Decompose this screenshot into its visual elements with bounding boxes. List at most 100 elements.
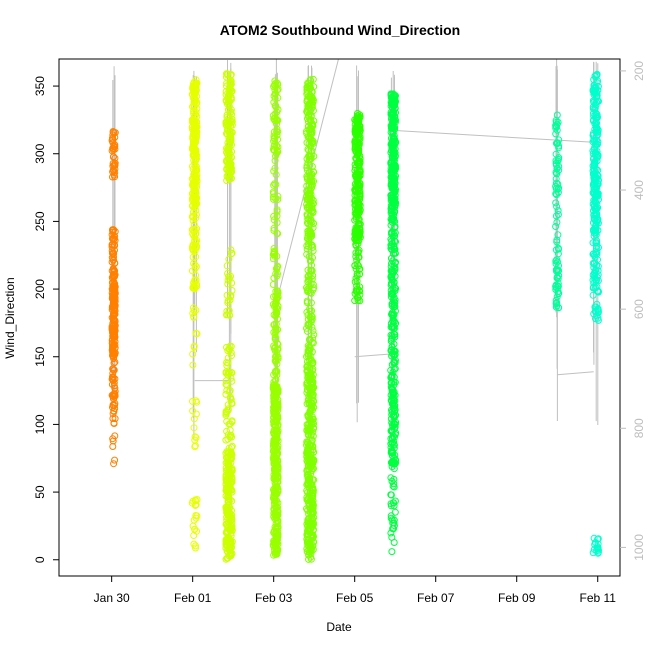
data-point [389,324,396,332]
data-point [309,327,317,335]
data-point [355,253,363,261]
data-point [188,226,196,234]
data-point [304,533,312,541]
data-point [189,212,197,220]
data-point [552,281,560,289]
y-tick-label: 200 [33,279,47,299]
data-point [391,218,399,226]
data-points [108,70,602,563]
data-point [304,350,312,358]
data-point [108,241,116,248]
data-point [389,97,397,105]
data-point [223,111,231,119]
data-point [552,161,560,169]
data-point [391,125,399,133]
data-point [109,293,117,301]
data-point [309,120,316,128]
data-point [554,258,561,266]
data-point [274,511,281,519]
data-point [304,462,312,470]
data-point [227,454,235,462]
data-point [303,358,311,366]
data-point [554,211,562,218]
data-point [222,408,230,416]
data-point [189,407,197,415]
data-point [191,186,199,193]
data-point [307,217,315,225]
data-point [109,128,117,136]
data-point [391,406,399,414]
data-point [305,140,313,147]
data-point [591,203,598,210]
data-point [226,485,234,493]
data-point [109,166,117,174]
data-point [589,549,597,557]
data-point [227,96,235,104]
data-point [188,123,196,131]
data-point [190,98,198,106]
data-point [391,508,399,516]
data-point [309,486,317,494]
data-point [388,548,396,556]
data-point [590,88,598,96]
data-point [387,90,395,98]
data-point [306,99,314,107]
data-point [270,456,278,464]
data-point [392,284,399,292]
data-point [190,85,197,93]
data-point [303,379,311,387]
data-point [356,133,364,141]
data-point [272,485,280,493]
data-point [590,534,598,542]
data-point [308,207,316,215]
data-point [594,540,602,548]
data-point [189,230,197,238]
data-point [222,380,230,388]
data-point [224,270,232,277]
data-point [307,514,315,522]
data-point [351,230,359,238]
data-point [110,325,118,333]
data-point [189,217,197,225]
data-point [272,547,280,555]
data-point [110,420,118,427]
data-point [226,420,234,428]
data-point [391,356,399,364]
data-point [309,542,317,550]
data-point [392,411,400,419]
data-point [303,381,311,389]
data-point [193,194,201,202]
data-point [111,415,119,423]
data-point [228,121,236,129]
pressure-trace-line [277,58,339,298]
data-point [589,181,597,189]
data-point [223,311,230,319]
data-point [304,288,312,296]
data-point [390,475,398,483]
data-point [303,449,311,457]
data-point [307,506,315,514]
data-point [388,273,395,281]
data-point [222,473,230,481]
trace-7 [555,59,558,421]
data-point [387,173,395,181]
data-point [269,145,277,153]
data-point [593,218,601,226]
data-point [351,145,359,153]
data-point [309,254,316,262]
data-point [355,166,363,174]
data-point [273,523,281,531]
data-point [271,461,278,469]
data-point [552,175,560,183]
data-point [270,92,278,100]
data-point [272,474,280,482]
data-point [306,365,314,373]
data-point [109,377,117,384]
data-point [554,244,562,252]
data-point [390,394,398,402]
data-point [109,415,117,422]
data-point [223,503,231,511]
data-point [387,529,395,537]
data-point [310,331,318,339]
data-point [188,145,196,153]
